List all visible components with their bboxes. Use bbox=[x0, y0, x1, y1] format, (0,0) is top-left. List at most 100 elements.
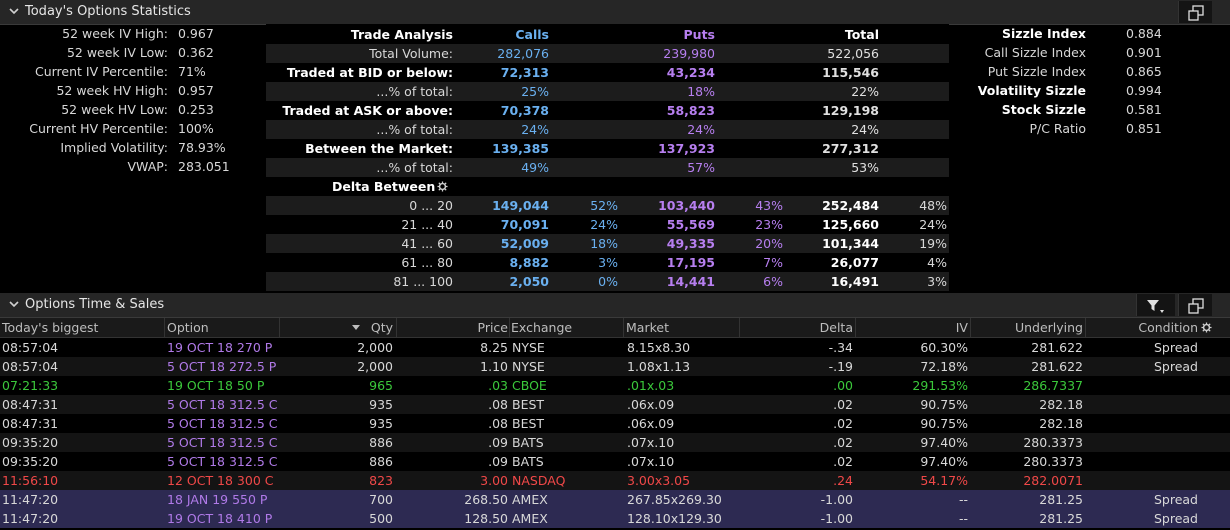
delta-calls: 2,050 bbox=[509, 274, 549, 289]
delta-total-pct: 19% bbox=[919, 236, 947, 251]
cell-option: 5 OCT 18 312.5 C bbox=[167, 454, 278, 469]
delta-range: 61 ... 80 bbox=[401, 255, 453, 270]
delta-calls: 8,882 bbox=[509, 255, 549, 270]
cell-iv: 72.18% bbox=[920, 359, 968, 374]
cell-iv: 291.53% bbox=[912, 378, 968, 393]
puts-value: 43,234 bbox=[666, 65, 715, 80]
cell-market: 8.15x8.30 bbox=[627, 340, 691, 355]
cell-time: 08:57:04 bbox=[2, 359, 59, 374]
cell-market: 3.00x3.05 bbox=[627, 473, 691, 488]
cell-option: 18 JAN 19 550 P bbox=[167, 492, 268, 507]
cell-exchange: NASDAQ bbox=[512, 473, 566, 488]
delta-range: 21 ... 40 bbox=[401, 217, 453, 232]
col-delta[interactable]: Delta bbox=[819, 320, 853, 335]
col-condition[interactable]: Condition bbox=[1138, 320, 1198, 335]
detach-window-button[interactable] bbox=[1178, 294, 1212, 316]
filter-button[interactable] bbox=[1136, 294, 1175, 316]
cell-underlying: 286.7337 bbox=[1023, 378, 1083, 393]
collapse-chevron-icon[interactable] bbox=[8, 298, 20, 310]
stat-value: 0.967 bbox=[178, 26, 214, 41]
cell-option: 5 OCT 18 272.5 P bbox=[167, 359, 277, 374]
cell-price: 1.10 bbox=[480, 359, 508, 374]
cell-exchange: AMEX bbox=[512, 511, 548, 526]
trade-row[interactable]: 11:56:10 12 OCT 18 300 C 823 3.00 NASDAQ 3.00… bbox=[0, 471, 1230, 490]
delta-calls: 52,009 bbox=[500, 236, 549, 251]
trade-analysis-row: Traded at ASK or above: 70,378 58,823 129,1… bbox=[266, 101, 949, 120]
stat-value: 0.957 bbox=[178, 83, 214, 98]
delta-total: 26,077 bbox=[830, 255, 879, 270]
delta-puts-pct: 23% bbox=[755, 217, 783, 232]
trade-row-label: ...% of total: bbox=[376, 160, 453, 175]
detach-window-icon bbox=[1188, 298, 1204, 314]
detach-window-button[interactable] bbox=[1178, 1, 1212, 23]
gear-icon[interactable] bbox=[437, 181, 448, 192]
delta-range: 41 ... 60 bbox=[401, 236, 453, 251]
delta-puts: 55,569 bbox=[666, 217, 715, 232]
col-price[interactable]: Price bbox=[477, 320, 509, 335]
delta-row: 81 ... 100 2,050 0% 14,441 6% 16,491 3% bbox=[266, 272, 949, 291]
trade-analysis-row: Total Volume: 282,076 239,980 522,056 bbox=[266, 44, 949, 63]
col-option[interactable]: Option bbox=[167, 320, 209, 335]
trade-row-label: ...% of total: bbox=[376, 122, 453, 137]
sort-descending-icon[interactable] bbox=[352, 325, 360, 331]
cell-underlying: 280.3373 bbox=[1023, 454, 1083, 469]
delta-puts: 103,440 bbox=[658, 198, 715, 213]
total-value: 24% bbox=[851, 122, 879, 137]
cell-underlying: 282.18 bbox=[1039, 397, 1083, 412]
sizzle-value: 0.901 bbox=[1126, 45, 1162, 60]
cell-option: 5 OCT 18 312.5 C bbox=[167, 416, 278, 431]
cell-delta: .00 bbox=[833, 378, 853, 393]
cell-condition: Spread bbox=[1153, 340, 1198, 355]
cell-price: .03 bbox=[488, 378, 508, 393]
stat-label: 52 week HV Low: bbox=[61, 102, 168, 117]
calls-value: 25% bbox=[521, 84, 549, 99]
stat-label: Current IV Percentile: bbox=[34, 64, 168, 79]
cell-delta: .02 bbox=[833, 416, 853, 431]
col-exchange[interactable]: Exchange bbox=[511, 320, 573, 335]
cell-delta: -.19 bbox=[828, 359, 853, 374]
col-iv[interactable]: IV bbox=[955, 320, 968, 335]
gear-icon[interactable] bbox=[1201, 322, 1212, 333]
delta-puts-pct: 43% bbox=[755, 198, 783, 213]
trade-row[interactable]: 08:47:31 5 OCT 18 312.5 C 935 .08 BEST .06x.0… bbox=[0, 414, 1230, 433]
total-value: 115,546 bbox=[822, 65, 879, 80]
delta-total: 252,484 bbox=[822, 198, 879, 213]
cell-option: 19 OCT 18 50 P bbox=[167, 378, 265, 393]
puts-value: 58,823 bbox=[666, 103, 715, 118]
cell-price: 268.50 bbox=[464, 492, 508, 507]
delta-row: 61 ... 80 8,882 3% 17,195 7% 26,077 4% bbox=[266, 253, 949, 272]
cell-underlying: 281.25 bbox=[1039, 511, 1083, 526]
cell-underlying: 282.18 bbox=[1039, 416, 1083, 431]
trade-row[interactable]: 11:47:20 18 JAN 19 550 P 700 268.50 AMEX 267.… bbox=[0, 490, 1230, 509]
stats-panel-header: Today's Options Statistics bbox=[0, 0, 1230, 25]
delta-calls: 70,091 bbox=[500, 217, 549, 232]
cell-delta: -.34 bbox=[828, 340, 853, 355]
cell-condition: Spread bbox=[1153, 511, 1198, 526]
trade-row[interactable]: 08:57:04 5 OCT 18 272.5 P 2,000 1.10 NYSE 1.0… bbox=[0, 357, 1230, 376]
trade-row[interactable]: 08:47:31 5 OCT 18 312.5 C 935 .08 BEST .06x.0… bbox=[0, 395, 1230, 414]
cell-time: 11:56:10 bbox=[2, 473, 59, 488]
cell-qty: 2,000 bbox=[357, 340, 393, 355]
col-qty[interactable]: Qty bbox=[370, 320, 393, 335]
delta-between-header: Delta Between bbox=[266, 177, 949, 196]
trade-row[interactable]: 11:47:20 19 OCT 18 410 P 500 128.50 AMEX 128.… bbox=[0, 509, 1230, 528]
col-market[interactable]: Market bbox=[626, 320, 669, 335]
trade-row[interactable]: 09:35:20 5 OCT 18 312.5 C 886 .09 BATS .07x.1… bbox=[0, 433, 1230, 452]
col-underlying[interactable]: Underlying bbox=[1014, 320, 1083, 335]
total-value: 129,198 bbox=[822, 103, 879, 118]
col-todays-biggest[interactable]: Today's biggest bbox=[2, 320, 99, 335]
cell-qty: 700 bbox=[369, 492, 393, 507]
collapse-chevron-icon[interactable] bbox=[8, 5, 20, 17]
trade-row[interactable]: 07:21:33 19 OCT 18 50 P 965 .03 CBOE .01x.03.… bbox=[0, 376, 1230, 395]
trade-analysis-row: ...% of total: 24% 24% 24% bbox=[266, 120, 949, 139]
delta-total: 16,491 bbox=[830, 274, 879, 289]
trade-row[interactable]: 08:57:04 19 OCT 18 270 P 2,000 8.25 NYSE 8.15… bbox=[0, 338, 1230, 357]
cell-qty: 500 bbox=[369, 511, 393, 526]
stats-panel-title: Today's Options Statistics bbox=[25, 4, 191, 19]
delta-puts: 17,195 bbox=[666, 255, 715, 270]
cell-delta: .24 bbox=[833, 473, 853, 488]
delta-calls-pct: 24% bbox=[590, 217, 618, 232]
cell-exchange: BATS bbox=[512, 435, 544, 450]
trade-row[interactable]: 09:35:20 5 OCT 18 312.5 C 886 .09 BATS .07x.1… bbox=[0, 452, 1230, 471]
delta-puts: 14,441 bbox=[666, 274, 715, 289]
